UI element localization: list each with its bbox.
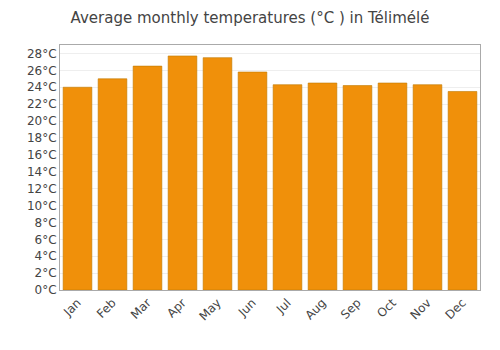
svg-text:Jul: Jul — [273, 296, 294, 317]
svg-text:16°C: 16°C — [27, 148, 57, 162]
svg-text:10°C: 10°C — [27, 199, 57, 213]
svg-text:24°C: 24°C — [27, 80, 57, 94]
svg-text:4°C: 4°C — [35, 249, 57, 263]
svg-text:Apr: Apr — [164, 296, 189, 321]
svg-text:28°C: 28°C — [27, 47, 57, 61]
svg-text:18°C: 18°C — [27, 131, 57, 145]
svg-text:20°C: 20°C — [27, 114, 57, 128]
svg-text:12°C: 12°C — [27, 182, 57, 196]
svg-text:Mar: Mar — [128, 296, 154, 322]
svg-text:Jan: Jan — [60, 296, 84, 320]
svg-text:Nov: Nov — [407, 296, 433, 322]
svg-text:14°C: 14°C — [27, 165, 57, 179]
svg-text:0°C: 0°C — [35, 283, 57, 297]
svg-text:May: May — [196, 296, 223, 323]
svg-text:26°C: 26°C — [27, 64, 57, 78]
svg-text:6°C: 6°C — [35, 233, 57, 247]
svg-text:Jun: Jun — [235, 296, 259, 320]
svg-text:22°C: 22°C — [27, 97, 57, 111]
svg-text:Sep: Sep — [338, 296, 364, 322]
svg-text:Feb: Feb — [94, 296, 119, 321]
svg-text:Dec: Dec — [443, 296, 469, 322]
svg-text:Average monthly temperatures (: Average monthly temperatures (°C ) in Té… — [71, 9, 430, 27]
svg-text:Oct: Oct — [374, 296, 399, 321]
svg-text:Aug: Aug — [302, 296, 328, 322]
svg-text:8°C: 8°C — [35, 216, 57, 230]
svg-text:2°C: 2°C — [35, 266, 57, 280]
